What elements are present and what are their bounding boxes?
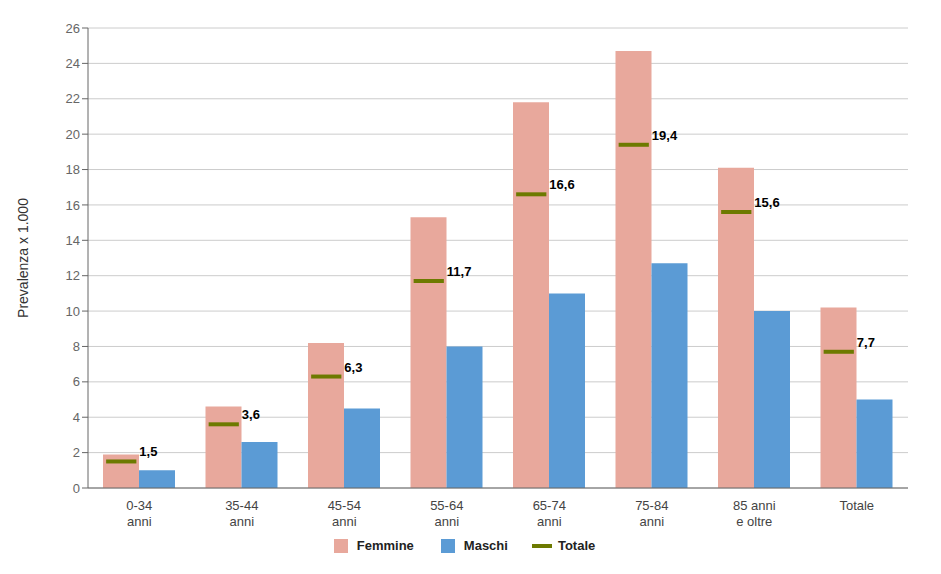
svg-text:75-84anni: 75-84anni: [635, 498, 668, 529]
svg-text:4: 4: [73, 410, 80, 425]
svg-text:12: 12: [66, 268, 80, 283]
svg-text:24: 24: [66, 56, 80, 71]
svg-text:0: 0: [73, 481, 80, 496]
svg-text:6: 6: [73, 374, 80, 389]
svg-text:18: 18: [66, 162, 80, 177]
svg-text:10: 10: [66, 304, 80, 319]
svg-text:45-54anni: 45-54anni: [328, 498, 361, 529]
html-text:Maschi: Maschi: [463, 538, 508, 553]
svg-text:6,3: 6,3: [344, 360, 362, 375]
svg-text:85 annie oltre: 85 annie oltre: [733, 498, 776, 529]
svg-text:7,7: 7,7: [857, 335, 875, 350]
svg-text:15,6: 15,6: [754, 195, 779, 210]
svg-text:0-34anni: 0-34anni: [126, 498, 152, 529]
svg-text:65-74anni: 65-74anni: [533, 498, 566, 529]
svg-text:Prevalenza x 1.000: Prevalenza x 1.000: [15, 198, 31, 318]
svg-text:3,6: 3,6: [242, 407, 260, 422]
svg-text:19,4: 19,4: [652, 128, 678, 143]
svg-text:35-44anni: 35-44anni: [225, 498, 258, 529]
html-text:Femmine: Femmine: [356, 538, 414, 553]
svg-text:16: 16: [66, 198, 80, 213]
svg-text:8: 8: [73, 339, 80, 354]
svg-text:Totale: Totale: [839, 498, 874, 513]
svg-text:55-64anni: 55-64anni: [430, 498, 463, 529]
svg-text:16,6: 16,6: [549, 177, 574, 192]
svg-text:22: 22: [66, 91, 80, 106]
html-text:Totale: Totale: [557, 538, 596, 553]
svg-text:2: 2: [73, 445, 80, 460]
svg-text:11,7: 11,7: [447, 264, 472, 279]
svg-text:20: 20: [66, 127, 80, 142]
svg-text:1,5: 1,5: [139, 444, 157, 459]
svg-text:26: 26: [66, 21, 80, 36]
svg-text:14: 14: [66, 233, 80, 248]
